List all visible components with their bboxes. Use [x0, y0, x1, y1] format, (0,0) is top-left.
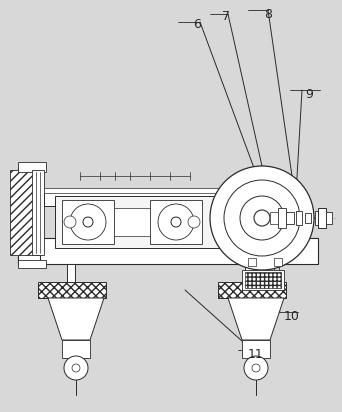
Bar	[288, 214, 293, 222]
Bar	[326, 212, 332, 224]
Bar	[282, 212, 287, 224]
Bar	[315, 211, 323, 225]
Circle shape	[158, 204, 194, 240]
Text: 10: 10	[284, 310, 300, 323]
Text: 6: 6	[193, 18, 201, 31]
Bar	[286, 212, 294, 224]
Bar	[18, 260, 46, 268]
Polygon shape	[228, 298, 284, 340]
Bar	[62, 340, 90, 358]
Text: 8: 8	[264, 8, 272, 21]
Circle shape	[83, 217, 93, 227]
Circle shape	[64, 356, 88, 380]
Bar	[248, 258, 256, 266]
Bar	[218, 282, 286, 298]
Bar	[242, 270, 284, 290]
Circle shape	[240, 196, 284, 240]
Text: 7: 7	[222, 10, 230, 23]
Circle shape	[171, 217, 181, 227]
Circle shape	[210, 166, 314, 270]
Bar	[305, 213, 311, 223]
Bar	[18, 162, 46, 172]
Bar	[67, 264, 75, 282]
Circle shape	[244, 356, 268, 380]
Bar	[245, 272, 281, 288]
Bar	[245, 264, 253, 282]
Bar	[18, 168, 40, 263]
Polygon shape	[10, 170, 40, 255]
Bar	[150, 200, 202, 244]
Circle shape	[252, 364, 260, 372]
Bar	[44, 190, 262, 206]
Bar	[32, 170, 44, 255]
Bar	[44, 188, 262, 193]
Bar	[274, 258, 282, 266]
Text: 11: 11	[248, 348, 264, 361]
Circle shape	[72, 364, 80, 372]
Circle shape	[254, 210, 270, 226]
Circle shape	[224, 180, 300, 256]
Bar	[242, 340, 270, 358]
Polygon shape	[48, 298, 104, 340]
Bar	[278, 208, 286, 228]
Bar	[270, 212, 278, 224]
Circle shape	[188, 216, 200, 228]
Text: 9: 9	[305, 88, 313, 101]
Bar	[55, 196, 235, 248]
Circle shape	[64, 216, 76, 228]
Bar	[114, 208, 150, 236]
Bar	[318, 208, 326, 228]
Bar	[296, 211, 302, 225]
Bar	[38, 282, 106, 298]
Circle shape	[70, 204, 106, 240]
Bar	[18, 238, 318, 264]
Bar	[62, 200, 114, 244]
